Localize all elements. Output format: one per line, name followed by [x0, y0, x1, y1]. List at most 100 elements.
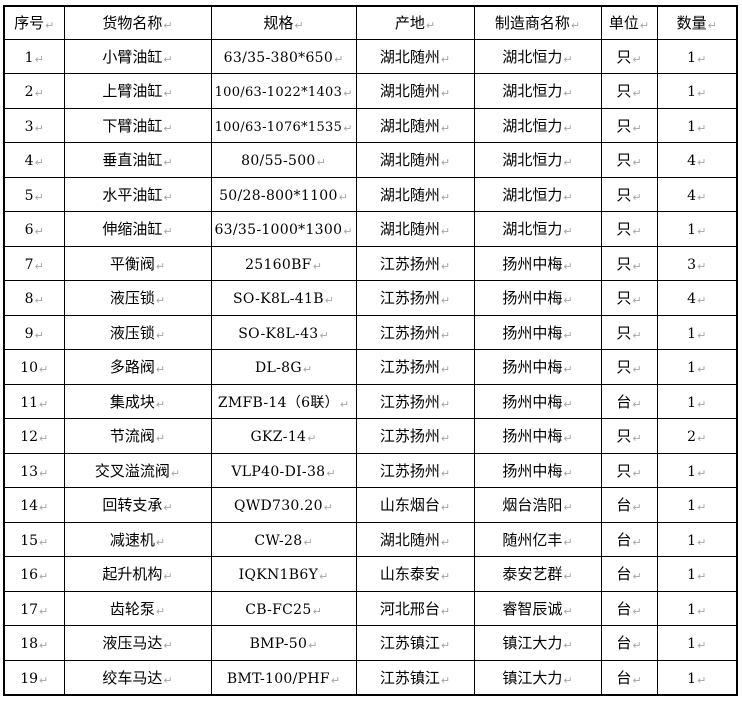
- cell-unit: 只↵: [600, 211, 658, 247]
- column-header-unit-label: 单位: [608, 14, 639, 33]
- cell-unit: 只↵: [600, 314, 658, 350]
- paragraph-mark-icon: ↵: [155, 535, 166, 549]
- paragraph-mark-icon: ↵: [632, 294, 642, 308]
- paragraph-mark-icon: ↵: [632, 535, 642, 549]
- cell-origin: 湖北随州↵: [355, 38, 475, 74]
- paragraph-mark-icon: ↵: [338, 190, 348, 204]
- paragraph-mark-icon: ↵: [155, 432, 166, 446]
- cell-origin-text: 江苏扬州: [379, 358, 440, 377]
- cell-spec-text: BMT-100/PHF: [226, 670, 330, 687]
- cell-index-text: 8: [24, 291, 34, 308]
- cell-index: 13↵: [3, 452, 65, 488]
- paragraph-mark-icon: ↵: [440, 190, 451, 204]
- column-header-goods-name-label: 货物名称: [102, 14, 163, 33]
- cell-unit: 台↵: [600, 521, 658, 557]
- cell-origin-text: 湖北随州: [379, 151, 440, 170]
- paragraph-mark-icon: ↵: [34, 328, 44, 342]
- paragraph-mark-icon: ↵: [563, 535, 573, 549]
- cell-spec-text: 25160BF: [245, 256, 312, 273]
- paragraph-mark-icon: ↵: [45, 19, 55, 33]
- paragraph-mark-icon: ↵: [308, 639, 318, 653]
- cell-manufacturer-text: 湖北恒力: [502, 82, 563, 101]
- cell-origin-text: 湖北随州: [379, 220, 440, 239]
- cell-manufacturer: 镇江大力↵: [473, 659, 602, 695]
- cell-unit-text: 只: [616, 151, 632, 170]
- cell-index: 14↵: [3, 487, 65, 523]
- cell-spec: 80/55-500↵: [210, 142, 357, 178]
- paragraph-mark-icon: ↵: [163, 639, 173, 653]
- paragraph-mark-icon: ↵: [34, 294, 44, 308]
- cell-origin-text: 山东烟台: [379, 496, 440, 515]
- cell-origin: 江苏扬州↵: [355, 452, 475, 488]
- paragraph-mark-icon: ↵: [163, 87, 173, 101]
- cell-unit-text: 只: [616, 47, 632, 66]
- paragraph-mark-icon: ↵: [697, 190, 707, 204]
- cell-unit: 只↵: [600, 280, 658, 316]
- table-row: 9↵ 液压锁↵ SO-K8L-43↵ 江苏扬州↵ 扬州中梅↵ 只↵ 1↵: [3, 314, 738, 350]
- cell-index-text: 16: [20, 567, 39, 584]
- cell-unit: 台↵: [600, 590, 658, 626]
- cell-quantity: 1↵: [656, 556, 738, 592]
- cell-manufacturer-text: 湖北恒力: [502, 116, 563, 135]
- cell-unit-text: 只: [616, 82, 632, 101]
- paragraph-mark-icon: ↵: [155, 604, 166, 618]
- cell-quantity: 1↵: [656, 487, 738, 523]
- cell-unit: 只↵: [600, 418, 658, 454]
- paragraph-mark-icon: ↵: [697, 259, 707, 273]
- cell-goods-name: 减速机↵: [63, 521, 212, 557]
- cell-goods-name-text: 交叉溢流阀: [94, 461, 170, 480]
- cell-origin: 江苏扬州↵: [355, 245, 475, 281]
- paragraph-mark-icon: ↵: [697, 535, 707, 549]
- paragraph-mark-icon: ↵: [563, 570, 573, 584]
- cell-index-text: 5: [24, 187, 34, 204]
- paragraph-mark-icon: ↵: [440, 259, 451, 273]
- paragraph-mark-icon: ↵: [697, 363, 707, 377]
- cell-origin-text: 江苏扬州: [379, 254, 440, 273]
- cell-origin: 湖北随州↵: [355, 73, 475, 109]
- paragraph-mark-icon: ↵: [303, 535, 313, 549]
- paragraph-mark-icon: ↵: [440, 397, 451, 411]
- paragraph-mark-icon: ↵: [440, 639, 451, 653]
- cell-unit-text: 台: [616, 668, 632, 687]
- column-header-spec: 规格↵: [210, 5, 357, 40]
- paragraph-mark-icon: ↵: [563, 466, 573, 480]
- cell-spec: VLP40-DI-38↵: [210, 452, 357, 488]
- cell-unit-text: 只: [616, 254, 632, 273]
- cell-index: 4↵: [3, 142, 65, 178]
- paragraph-mark-icon: ↵: [632, 397, 642, 411]
- cell-origin: 江苏扬州↵: [355, 418, 475, 454]
- paragraph-mark-icon: ↵: [163, 570, 173, 584]
- cell-origin-text: 湖北随州: [379, 47, 440, 66]
- paragraph-mark-icon: ↵: [155, 397, 166, 411]
- cell-origin-text: 江苏镇江: [379, 668, 440, 687]
- paragraph-mark-icon: ↵: [563, 639, 573, 653]
- cell-manufacturer-text: 镇江大力: [502, 634, 563, 653]
- cell-unit-text: 只: [616, 323, 632, 342]
- paragraph-mark-icon: ↵: [316, 156, 326, 170]
- paragraph-mark-icon: ↵: [302, 363, 313, 377]
- column-header-origin: 产地↵: [355, 5, 475, 40]
- cell-quantity-text: 1: [687, 636, 697, 653]
- cell-goods-name-text: 液压锁: [109, 289, 155, 308]
- cell-unit: 台↵: [600, 556, 658, 592]
- cell-origin: 湖北随州↵: [355, 521, 475, 557]
- column-header-index-label: 序号: [14, 14, 45, 33]
- cell-origin-text: 山东泰安: [379, 565, 440, 584]
- paragraph-mark-icon: ↵: [697, 397, 707, 411]
- cell-quantity: 1↵: [656, 383, 738, 419]
- paragraph-mark-icon: ↵: [697, 156, 707, 170]
- cell-unit: 台↵: [600, 625, 658, 661]
- cell-index: 16↵: [3, 556, 65, 592]
- cell-spec-text: BMP-50: [249, 636, 308, 653]
- paragraph-mark-icon: ↵: [632, 501, 642, 515]
- cell-manufacturer-text: 烟台浩阳: [502, 496, 563, 515]
- cell-origin-text: 江苏扬州: [379, 461, 440, 480]
- paragraph-mark-icon: ↵: [632, 604, 642, 618]
- cell-goods-name-text: 垂直油缸: [102, 151, 163, 170]
- paragraph-mark-icon: ↵: [440, 570, 451, 584]
- paragraph-mark-icon: ↵: [697, 225, 707, 239]
- cell-unit-text: 台: [616, 496, 632, 515]
- paragraph-mark-icon: ↵: [440, 501, 451, 515]
- cell-origin: 山东烟台↵: [355, 487, 475, 523]
- cell-goods-name-text: 集成块: [109, 392, 155, 411]
